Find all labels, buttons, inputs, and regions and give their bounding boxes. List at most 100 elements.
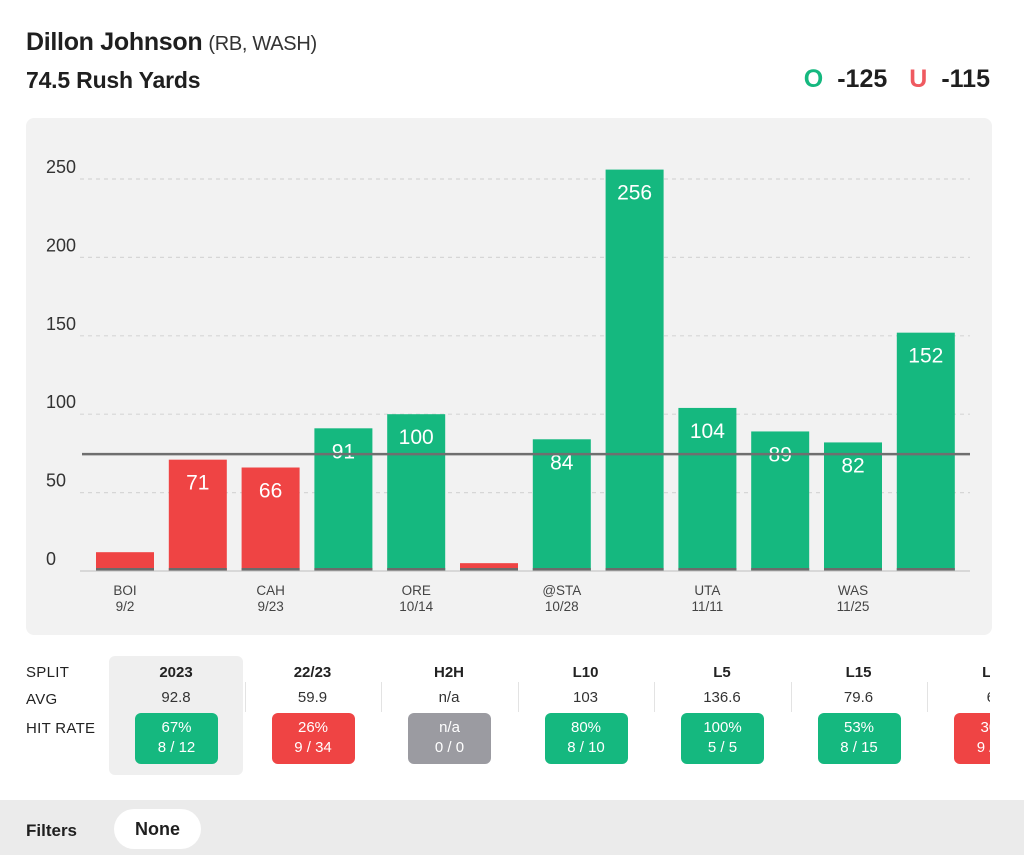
split-column[interactable]: L5 136.6 100% 5 / 5 <box>655 656 789 775</box>
x-tick-opponent: CAH <box>256 583 285 598</box>
chart-panel: 0 50 100 150 200 250 71 66 91 100 84 256 104 89 82 152 B… <box>26 118 992 635</box>
split-column[interactable]: 22/23 59.9 26% 9 / 34 <box>246 656 380 775</box>
column-divider <box>927 682 928 712</box>
hit-rate-percent: 67% <box>161 719 192 736</box>
split-header: L15 <box>845 664 872 681</box>
split-header: L20 <box>982 664 990 681</box>
hit-rate-percent: 80% <box>570 719 602 736</box>
y-tick-label: 50 <box>46 471 66 491</box>
split-column[interactable]: L10 103 80% 8 / 10 <box>519 656 653 775</box>
split-header: 2023 <box>159 664 193 681</box>
hit-rate-record: 8 / 15 <box>840 739 878 756</box>
splits-table: SPLIT AVG HIT RATE 2023 92.8 67% 8 / 12 22/2… <box>0 656 1024 776</box>
bar-value-label: 152 <box>908 345 943 368</box>
y-tick-label: 250 <box>46 157 76 177</box>
hit-rate-pill: 80% 8 / 10 <box>544 713 628 764</box>
hit-rate-pill: 53% 8 / 15 <box>817 713 901 764</box>
x-tick-date: 10/28 <box>545 599 579 614</box>
odds-group: O -125 U -115 <box>804 65 990 94</box>
split-avg: 59.9 <box>297 689 328 706</box>
under-odds[interactable]: -115 <box>941 65 990 93</box>
split-column[interactable]: L15 79.6 53% 8 / 15 <box>792 656 926 775</box>
hit-rate-record: 5 / 5 <box>707 739 738 756</box>
player-meta: (RB, WASH) <box>208 33 317 55</box>
player-name: Dillon Johnson <box>26 28 203 56</box>
x-tick-date: 11/25 <box>837 599 870 614</box>
split-header: L5 <box>713 664 731 681</box>
bar[interactable] <box>678 407 737 571</box>
bar-base <box>460 568 518 571</box>
column-divider <box>654 682 655 712</box>
bar-base <box>532 568 591 571</box>
column-divider <box>381 682 382 712</box>
over-letter: O <box>803 65 824 93</box>
split-avg: 92.8 <box>161 689 191 706</box>
hit-rate-percent: 100% <box>703 719 742 736</box>
bar[interactable] <box>824 442 882 571</box>
bar-value-label: 91 <box>332 440 355 463</box>
filters-label: Filters <box>26 821 78 840</box>
bar[interactable] <box>241 467 300 571</box>
hit-rate-pill: 100% 5 / 5 <box>681 713 764 764</box>
column-divider <box>517 682 519 712</box>
split-header: H2H <box>433 664 464 681</box>
y-tick-label: 0 <box>46 549 56 569</box>
bar-base <box>896 568 955 571</box>
bar[interactable] <box>460 563 518 571</box>
hit-rate-row-label: HIT RATE <box>26 720 96 737</box>
bar-base <box>241 568 300 571</box>
bar[interactable] <box>532 439 591 571</box>
split-column[interactable]: H2H n/a n/a 0 / 0 <box>382 656 516 775</box>
bar-value-label: 66 <box>259 480 282 503</box>
bar-value-label: 71 <box>186 472 209 495</box>
over-odds[interactable]: -125 <box>837 65 888 93</box>
filters-chip[interactable]: None <box>114 809 201 849</box>
bar-base <box>605 568 664 571</box>
y-tick-label: 150 <box>46 314 76 334</box>
split-avg: 136.6 <box>703 689 741 706</box>
split-header: 22/23 <box>293 664 332 681</box>
split-column[interactable]: 2023 92.8 67% 8 / 12 <box>109 656 243 775</box>
bar-base <box>168 568 227 571</box>
bar-value-label: 256 <box>617 182 652 205</box>
bar-base <box>751 568 810 571</box>
bar-value-label: 104 <box>690 420 725 443</box>
split-avg: 63 <box>928 689 990 706</box>
hit-rate-pill: 67% 8 / 12 <box>135 713 218 764</box>
split-avg: 103 <box>572 689 599 706</box>
hit-rate-percent: n/a <box>439 719 460 736</box>
split-row-label: SPLIT <box>26 664 70 681</box>
x-tick-date: 9/2 <box>116 599 135 614</box>
under-letter: U <box>909 65 928 93</box>
hit-rate-pill: n/a 0 / 0 <box>408 713 491 764</box>
bar[interactable] <box>96 552 154 571</box>
x-tick-date: 11/11 <box>692 599 724 614</box>
bar-base <box>387 568 446 571</box>
x-tick-opponent: BOI <box>113 583 136 598</box>
bar[interactable] <box>387 414 446 571</box>
bar-value-label: 82 <box>841 454 864 477</box>
bar[interactable] <box>314 428 373 571</box>
split-column[interactable]: L20 63 30% 9 / 30 <box>928 656 990 775</box>
bar-value-label: 84 <box>550 451 574 474</box>
player-name-line: Dillon Johnson (RB, WASH) <box>26 28 317 57</box>
split-avg: n/a <box>438 689 460 706</box>
hit-rate-record: 9 / 34 <box>294 739 332 756</box>
column-divider <box>790 682 792 712</box>
filters-bar: Filters None <box>0 800 1024 855</box>
column-divider <box>244 682 246 712</box>
y-tick-label: 200 <box>46 235 76 255</box>
y-tick-label: 100 <box>46 392 76 412</box>
bar[interactable] <box>168 459 227 571</box>
bar-base <box>824 568 882 571</box>
bar-base <box>678 568 737 571</box>
bar[interactable] <box>605 169 664 572</box>
prop-line: 74.5 Rush Yards <box>26 67 201 93</box>
bar[interactable] <box>896 332 955 571</box>
splits-scroll[interactable]: SPLIT AVG HIT RATE 2023 92.8 67% 8 / 12 22/2… <box>0 656 990 776</box>
hit-rate-percent: 26% <box>297 719 329 736</box>
x-tick-opponent: ORE <box>402 583 431 598</box>
bar-base <box>96 568 154 571</box>
x-tick-opponent: WAS <box>838 583 868 598</box>
prop-header: Dillon Johnson (RB, WASH) 74.5 Rush Yards… <box>26 28 990 98</box>
